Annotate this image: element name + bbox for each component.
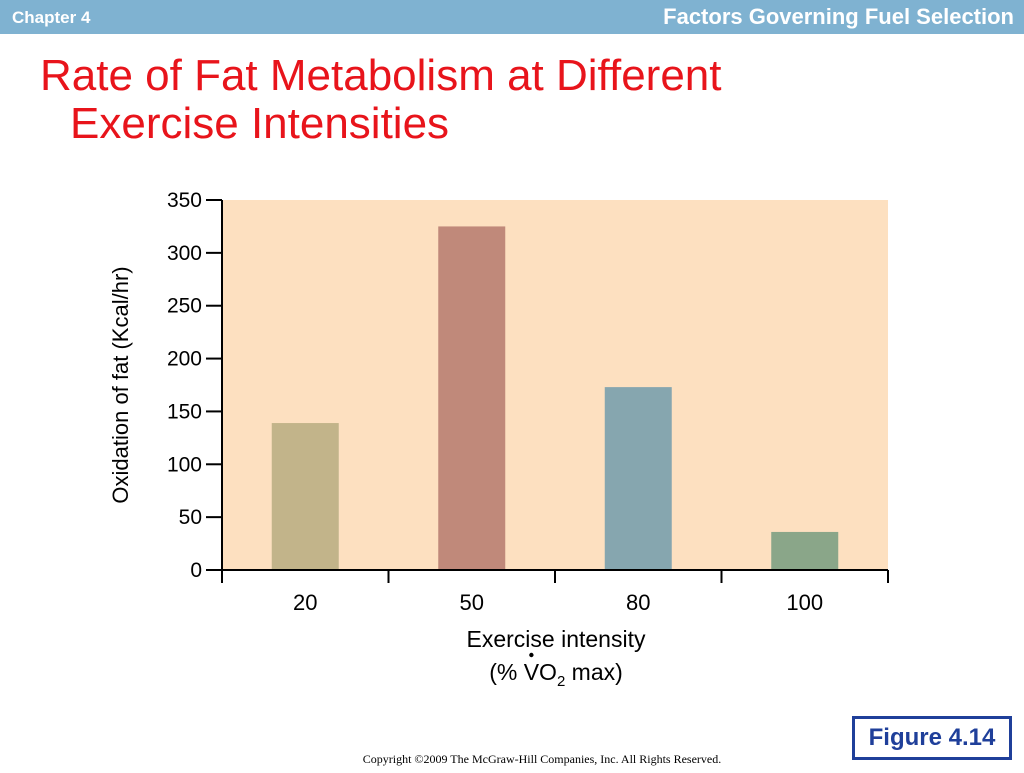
x-axis-label-units: (% VO2 max) <box>489 659 623 690</box>
slide-title: Rate of Fat Metabolism at Different Exer… <box>40 52 920 148</box>
slide-title-line2: Exercise Intensities <box>70 99 450 148</box>
bar-80 <box>604 387 672 570</box>
x-axis-label: Exercise intensity <box>467 626 646 652</box>
x-tick-label: 80 <box>626 590 650 615</box>
bar-50 <box>438 226 506 570</box>
y-tick-label: 50 <box>179 506 202 529</box>
y-tick-label: 150 <box>167 400 202 423</box>
section-title: Factors Governing Fuel Selection <box>663 4 1014 29</box>
rate-dot-icon <box>529 652 534 658</box>
y-tick-label: 350 <box>167 189 202 212</box>
figure-label: Figure 4.14 <box>852 716 1012 760</box>
x-tick-label: 50 <box>460 590 484 615</box>
y-tick-label: 0 <box>190 559 202 582</box>
copyright-notice: Copyright ©2009 The McGraw-Hill Companie… <box>362 752 722 766</box>
x-tick-label: 100 <box>786 590 823 615</box>
y-tick-label: 200 <box>167 348 202 371</box>
bar-100 <box>771 531 839 570</box>
y-tick-label: 300 <box>167 242 202 265</box>
x-tick-label: 20 <box>293 590 317 615</box>
y-axis-label: Oxidation of fat (Kcal/hr) <box>108 266 133 503</box>
slide-title-line1: Rate of Fat Metabolism at Different <box>40 51 722 100</box>
header-bar: Chapter 4 Factors Governing Fuel Selecti… <box>0 0 1024 34</box>
y-tick-label: 100 <box>167 453 202 476</box>
bar-20 <box>271 423 339 570</box>
chapter-label: Chapter 4 <box>12 8 91 27</box>
y-tick-label: 250 <box>167 295 202 318</box>
